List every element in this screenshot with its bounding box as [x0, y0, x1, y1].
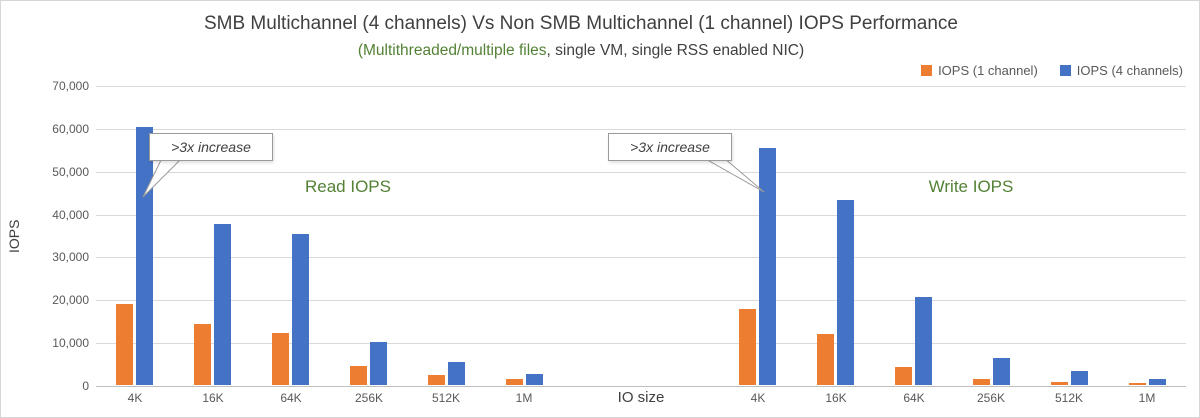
legend-item-4-channels: IOPS (4 channels): [1059, 63, 1183, 78]
bar-read-1m-1-channel: [506, 379, 523, 385]
legend-swatch-orange-icon: [921, 65, 933, 76]
read-iops-section-label: Read IOPS: [305, 177, 391, 196]
write-annotation-callout: >3x increase: [608, 133, 732, 161]
x-tick-label: 512K: [1054, 391, 1084, 405]
x-axis-line: [96, 386, 1186, 387]
x-tick-label: 64K: [280, 391, 302, 405]
x-tick-label: 4K: [127, 391, 143, 405]
chart-legend: IOPS (1 channel) IOPS (4 channels): [921, 63, 1183, 78]
bar-read-16k-4-channels: [214, 224, 231, 385]
x-tick-label: 1M: [1138, 391, 1156, 405]
bar-read-512k-4-channels: [448, 362, 465, 385]
y-tick-label: 70,000: [52, 79, 89, 93]
bar-write-16k-1-channel: [817, 334, 834, 385]
y-tick-label: 10,000: [52, 336, 89, 351]
bar-write-4k-4-channels: [759, 148, 776, 385]
x-tick-label: 1M: [515, 391, 533, 405]
gridline: [96, 343, 1186, 345]
bar-read-64k-4-channels: [292, 234, 309, 385]
x-tick-label: 256K: [354, 391, 384, 405]
bar-read-512k-1-channel: [428, 375, 445, 385]
legend-swatch-blue-icon: [1059, 65, 1071, 76]
chart-subtitle-rest-part: , single VM, single RSS enabled NIC): [546, 42, 805, 59]
y-tick-label: 50,000: [52, 164, 89, 179]
legend-label-4-channels: IOPS (4 channels): [1076, 63, 1183, 78]
gridline: [96, 214, 1186, 216]
read-annotation-callout: >3x increase: [149, 133, 273, 161]
bar-read-64k-1-channel: [272, 333, 289, 385]
bar-write-1m-4-channels: [1149, 379, 1166, 385]
y-tick-label: 40,000: [52, 207, 89, 222]
gridline: [96, 300, 1186, 302]
x-tick-label: 64K: [903, 391, 925, 405]
chart-subtitle-green-part: (Multithreaded/multiple files: [357, 42, 547, 59]
y-tick-label: 0: [82, 379, 89, 393]
x-tick-label: 16K: [202, 391, 224, 405]
gridline: [96, 171, 1186, 173]
bar-write-64k-4-channels: [915, 297, 932, 385]
x-tick-label: 256K: [976, 391, 1006, 405]
bar-write-16k-4-channels: [837, 200, 854, 385]
plot-area: 4K 16K 64K 256K 512K 1M 4K 16K 64K 256K 512K 1M: [96, 86, 1186, 405]
gridline: [96, 86, 1186, 87]
bar-read-1m-4-channels: [526, 374, 543, 385]
bar-read-256k-1-channel: [350, 366, 367, 385]
bar-write-1m-1-channel: [1129, 383, 1146, 385]
bar-write-256k-1-channel: [973, 379, 990, 385]
legend-item-1-channel: IOPS (1 channel): [921, 63, 1038, 78]
bar-read-4k-1-channel: [116, 304, 133, 385]
bar-write-4k-1-channel: [739, 309, 756, 385]
chart-subtitle: (Multithreaded/multiple files, single VM…: [1, 42, 1161, 60]
x-tick-label: 16K: [825, 391, 847, 405]
gridline: [96, 257, 1186, 259]
bar-write-512k-4-channels: [1071, 371, 1088, 385]
x-tick-label: 4K: [750, 391, 766, 405]
y-tick-label: 60,000: [52, 121, 89, 136]
chart-title: SMB Multichannel (4 channels) Vs Non SMB…: [203, 13, 958, 34]
y-tick-label: 20,000: [52, 293, 89, 308]
y-tick-label: 30,000: [52, 250, 89, 265]
gridline: [96, 128, 1186, 130]
bar-write-512k-1-channel: [1051, 382, 1068, 385]
bar-write-64k-1-channel: [895, 367, 912, 385]
bar-read-16k-1-channel: [194, 324, 211, 385]
bar-read-256k-4-channels: [370, 342, 387, 385]
legend-label-1-channel: IOPS (1 channel): [938, 63, 1038, 78]
write-iops-section-label: Write IOPS: [928, 177, 1014, 196]
bar-read-4k-4-channels: [136, 127, 153, 385]
x-axis-title: IO size: [617, 389, 665, 406]
x-tick-label: 512K: [431, 391, 461, 405]
bar-write-256k-4-channels: [993, 358, 1010, 385]
